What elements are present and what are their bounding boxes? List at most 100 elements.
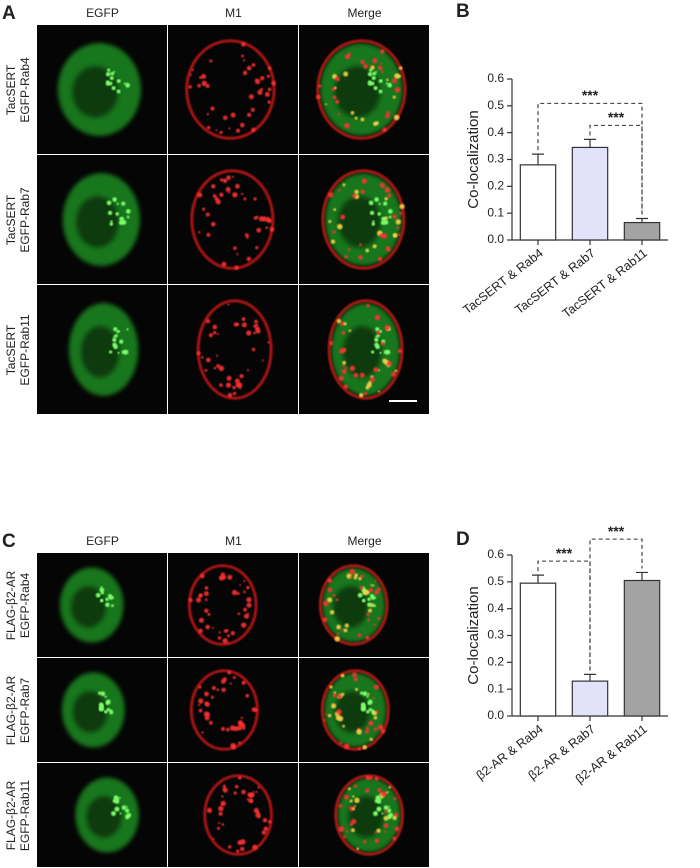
- vesicle-red: [213, 366, 217, 370]
- vesicle-red: [247, 112, 252, 118]
- vesicle-red: [255, 790, 258, 794]
- vesicle-red: [198, 698, 204, 704]
- cell: [68, 303, 139, 396]
- vesicle-red: [218, 821, 221, 825]
- vesicle-green: [376, 334, 380, 338]
- column-header: Merge: [347, 534, 381, 548]
- vesicle-green: [125, 82, 131, 88]
- vesicle-red: [223, 629, 227, 633]
- vesicle-red: [324, 103, 328, 106]
- vesicle-red: [252, 790, 255, 793]
- membrane-red: [321, 169, 406, 270]
- vesicle-green: [111, 811, 116, 817]
- vesicle-red: [391, 371, 397, 377]
- membrane-red: [187, 564, 258, 646]
- vesicle-red: [353, 372, 359, 378]
- vesicle-green: [375, 70, 378, 73]
- vesicle-red: [365, 248, 370, 253]
- vesicle-red: [221, 261, 227, 267]
- vesicle-red: [394, 369, 398, 373]
- vesicle-red: [251, 127, 256, 132]
- nucleus: [334, 66, 381, 118]
- vesicle-red: [217, 636, 222, 640]
- vesicle-red: [327, 597, 333, 603]
- vesicle-red: [198, 593, 203, 598]
- vesicle-green: [379, 351, 382, 354]
- vesicle-red: [246, 585, 250, 590]
- vesicle-red: [344, 794, 349, 800]
- vesicle-green: [117, 351, 120, 354]
- vesicle-red: [392, 815, 397, 821]
- vesicle-red: [350, 111, 355, 115]
- vesicle-red: [372, 58, 378, 64]
- micrograph-bg: [168, 285, 298, 414]
- vesicle-red: [231, 745, 236, 750]
- vesicle-red: [331, 703, 337, 709]
- vesicle-red: [360, 574, 364, 579]
- vesicle-green: [126, 805, 129, 808]
- vesicle-red: [246, 798, 249, 801]
- row-label: TacSERT: [4, 324, 18, 375]
- vesicle-green: [383, 219, 389, 225]
- vesicle-red: [238, 722, 243, 727]
- vesicle-red: [216, 826, 221, 830]
- vesicle-red: [242, 726, 246, 730]
- vesicle-green: [381, 812, 384, 815]
- vesicle-green: [111, 604, 114, 608]
- vesicle-red: [261, 216, 267, 222]
- vesicle-red: [340, 628, 343, 631]
- vesicle-red: [205, 318, 211, 324]
- column-header: M1: [225, 6, 242, 20]
- vesicle-red: [222, 787, 226, 791]
- vesicle-red: [358, 392, 364, 398]
- vesicle-red: [241, 42, 246, 47]
- cell: [203, 774, 273, 856]
- cell: [196, 299, 273, 400]
- vesicle-green: [105, 598, 108, 601]
- micrograph-bg: [168, 155, 298, 284]
- y-axis-label: Co-localization: [465, 586, 482, 684]
- vesicle-red: [221, 687, 226, 693]
- nucleus: [343, 326, 382, 378]
- vesicle-green: [114, 334, 118, 338]
- vesicle-red: [257, 785, 261, 789]
- vesicle-green: [115, 798, 120, 802]
- vesicle-red: [188, 85, 192, 89]
- vesicle-red: [366, 728, 370, 732]
- vesicle-red: [220, 679, 226, 684]
- vesicle-red: [345, 830, 349, 833]
- vesicle-red: [218, 575, 225, 581]
- row-label: EGFP-Rab4: [18, 57, 32, 123]
- vesicle-red: [342, 724, 346, 728]
- cell: [334, 774, 404, 856]
- vesicle-red: [219, 192, 224, 197]
- y-tick-label: 0.4: [487, 601, 504, 615]
- vesicle-red: [386, 246, 390, 250]
- vesicle-red: [222, 784, 227, 788]
- vesicle-green: [100, 586, 103, 589]
- vesicle-red: [377, 616, 381, 620]
- vesicle-red: [360, 59, 365, 65]
- vesicle-red: [251, 347, 256, 352]
- vesicle-red: [243, 613, 250, 619]
- vesicle-red: [366, 612, 370, 617]
- vesicle-red: [325, 713, 328, 716]
- vesicle-green: [372, 71, 377, 76]
- vesicle-red: [235, 382, 241, 388]
- vesicle-red: [210, 695, 215, 699]
- vesicle-red: [246, 369, 250, 372]
- vesicle-red: [256, 227, 262, 233]
- vesicle-red: [206, 125, 211, 130]
- vesicle-red: [323, 718, 326, 722]
- vesicle-red: [267, 87, 272, 92]
- significance-bracket: [537, 102, 643, 215]
- vesicle-red: [212, 330, 217, 335]
- vesicle-green: [100, 598, 104, 602]
- vesicle-red: [377, 587, 381, 591]
- vesicle-red: [334, 636, 340, 642]
- membrane-red: [190, 169, 275, 270]
- vesicle-green: [123, 82, 127, 85]
- micrograph: [37, 553, 167, 657]
- micrograph: [168, 553, 298, 657]
- nucleus: [348, 796, 384, 838]
